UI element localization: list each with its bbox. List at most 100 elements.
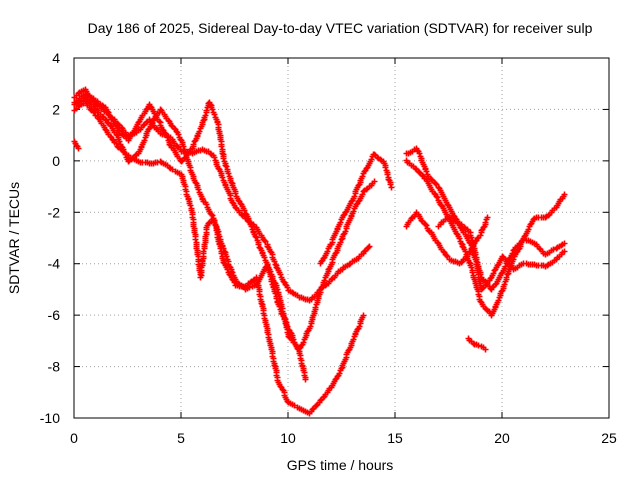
y-axis-label: SDTVAR / TECUs xyxy=(6,182,22,294)
data-point xyxy=(509,250,516,257)
data-point xyxy=(232,190,239,197)
data-point xyxy=(113,140,120,147)
data-point xyxy=(117,145,124,152)
data-point xyxy=(90,108,97,115)
data-point xyxy=(474,235,481,242)
data-point xyxy=(225,170,232,177)
data-point xyxy=(456,235,463,242)
data-point xyxy=(255,241,262,248)
data-point xyxy=(300,339,307,346)
data-point xyxy=(368,156,375,163)
data-point xyxy=(203,201,210,208)
data-point xyxy=(468,234,475,241)
series-track-4 xyxy=(71,98,367,417)
x-tick-label: 10 xyxy=(280,430,296,446)
data-point xyxy=(228,179,235,186)
data-point xyxy=(192,236,199,243)
data-points xyxy=(71,86,568,417)
data-point xyxy=(232,204,239,211)
data-point xyxy=(466,259,473,266)
data-point xyxy=(342,228,349,235)
data-point xyxy=(217,245,224,252)
data-point xyxy=(490,270,497,277)
data-point xyxy=(470,340,477,347)
data-point xyxy=(202,112,209,119)
data-point xyxy=(302,376,309,383)
data-point xyxy=(187,202,194,209)
data-point xyxy=(423,222,430,229)
data-point xyxy=(359,173,366,180)
data-point xyxy=(174,143,181,150)
data-point xyxy=(434,194,441,201)
data-point xyxy=(312,304,319,311)
data-point xyxy=(350,336,357,343)
data-point xyxy=(261,254,268,261)
data-point xyxy=(351,193,358,200)
data-point xyxy=(272,290,279,297)
series-track-3 xyxy=(71,94,378,352)
data-point xyxy=(387,181,394,188)
data-point xyxy=(317,397,324,404)
data-point xyxy=(168,122,175,129)
series-track-10 xyxy=(435,214,568,293)
data-point xyxy=(104,119,111,126)
y-tick-label: 0 xyxy=(52,153,60,169)
data-point xyxy=(190,141,197,148)
data-point xyxy=(473,256,480,263)
data-point xyxy=(365,244,372,251)
data-point xyxy=(224,266,231,273)
data-point xyxy=(337,219,344,226)
data-point xyxy=(75,145,82,152)
data-point xyxy=(561,191,568,198)
data-point xyxy=(267,268,274,275)
data-point xyxy=(371,151,378,158)
data-point xyxy=(222,162,229,169)
y-tick-label: -4 xyxy=(48,256,61,272)
data-point xyxy=(477,271,484,278)
data-point xyxy=(561,240,568,247)
data-point xyxy=(338,365,345,372)
data-point xyxy=(113,122,120,129)
data-point xyxy=(156,118,163,125)
series-track-2 xyxy=(71,91,309,383)
data-point xyxy=(412,165,419,172)
data-point xyxy=(203,107,210,114)
data-point xyxy=(143,119,150,126)
data-point xyxy=(209,106,216,113)
data-point xyxy=(104,108,111,115)
data-point xyxy=(499,253,506,260)
data-point xyxy=(211,154,218,161)
data-point xyxy=(223,163,230,170)
data-point xyxy=(561,248,568,255)
data-point xyxy=(346,261,353,268)
data-point xyxy=(196,128,203,135)
data-point xyxy=(360,312,367,319)
data-point xyxy=(120,148,127,155)
data-point xyxy=(258,300,265,307)
data-point xyxy=(504,271,511,278)
data-point xyxy=(520,236,527,243)
series-track-1 xyxy=(71,86,373,304)
y-tick-label: -8 xyxy=(48,359,61,375)
data-point xyxy=(271,258,278,265)
data-point xyxy=(272,261,279,268)
data-point xyxy=(479,285,486,292)
data-point xyxy=(495,297,502,304)
data-point xyxy=(284,284,291,291)
data-point xyxy=(361,248,368,255)
data-point xyxy=(371,178,378,185)
data-point xyxy=(545,212,552,219)
data-point xyxy=(313,402,320,409)
data-point xyxy=(218,250,225,257)
axis-ticks: 0 5 10 15 20 25 -10 -8 -6 -4 -2 0 2 4 xyxy=(40,50,617,446)
data-point xyxy=(462,248,469,255)
data-point xyxy=(277,271,284,278)
data-point xyxy=(241,207,248,214)
data-point xyxy=(388,184,395,191)
data-point xyxy=(105,109,112,116)
data-point xyxy=(253,234,260,241)
data-point xyxy=(250,277,257,284)
data-point xyxy=(211,111,218,118)
x-axis-label: GPS time / hours xyxy=(287,457,394,473)
